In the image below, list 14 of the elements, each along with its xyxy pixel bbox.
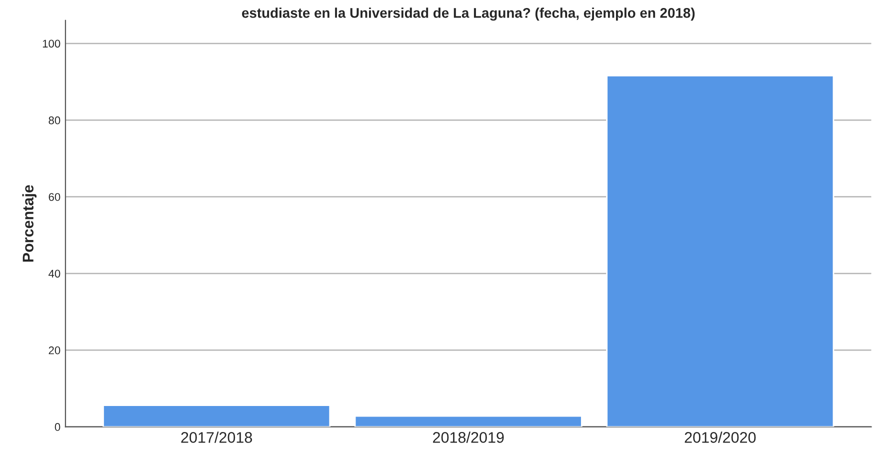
y-tick-label: 20 xyxy=(48,346,60,354)
bar xyxy=(354,415,582,427)
y-axis-title: Porcentaje xyxy=(22,185,37,262)
bar xyxy=(606,74,834,427)
bar xyxy=(102,404,331,427)
y-tick-label: 80 xyxy=(48,116,60,124)
x-tick-label: 2017/2018 xyxy=(181,432,252,443)
x-tick-label: 2019/2020 xyxy=(684,432,756,443)
y-tick-label: 60 xyxy=(48,193,60,201)
y-tick-label: 0 xyxy=(54,423,60,431)
chart-title: estudiaste en la Universidad de La Laguna? (fecha, ejemplo en 2018) xyxy=(242,8,695,21)
y-tick-label: 100 xyxy=(42,40,60,48)
y-tick-label: 40 xyxy=(48,270,60,278)
x-tick-label: 2018/2019 xyxy=(433,432,504,443)
